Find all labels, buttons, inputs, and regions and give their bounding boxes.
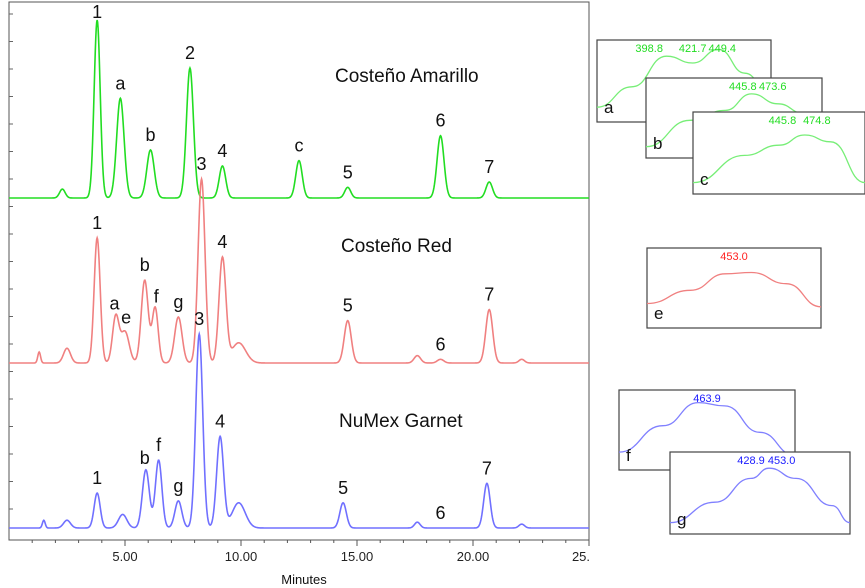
inset-label: g — [677, 510, 686, 529]
inset-wavelength: 421.7 — [679, 43, 707, 55]
peak-label: 3 — [197, 154, 207, 174]
peak-label: 3 — [194, 309, 204, 329]
inset-wavelength: 445.8 — [769, 115, 797, 127]
x-tick-label: 15.00 — [341, 549, 374, 564]
inset-wavelength: 428.9 — [737, 455, 765, 467]
inset-wavelength: 463.9 — [693, 393, 721, 405]
peak-label: 4 — [215, 411, 225, 431]
peak-label: 2 — [185, 43, 195, 63]
inset-e: 453.0 e — [646, 247, 822, 329]
peak-label: 4 — [217, 232, 227, 252]
peak-label: 5 — [343, 162, 353, 182]
peak-label: f — [156, 435, 162, 455]
inset-frame — [669, 451, 851, 535]
inset-wavelength: 453.0 — [768, 455, 796, 467]
inset-wavelength: 398.8 — [635, 43, 663, 55]
inset-spectrum-curve — [618, 401, 796, 457]
peak-label: a — [115, 73, 126, 93]
inset-wavelength: 445.8 — [729, 81, 757, 93]
x-tick-label: 5.00 — [112, 549, 137, 564]
peak-label: f — [154, 286, 160, 306]
peak-label: 7 — [484, 157, 494, 177]
peak-label: 7 — [484, 285, 494, 305]
peak-label: 6 — [436, 334, 446, 354]
inset-wavelength: 474.8 — [803, 115, 831, 127]
inset-spectrum-curve — [692, 134, 865, 184]
series-name-red: Costeño Red — [341, 236, 452, 257]
peak-label: b — [140, 255, 150, 275]
inset-g: 428.9 453.0 g — [669, 451, 851, 535]
peak-label: g — [173, 476, 183, 496]
inset-spectrum-curve — [646, 271, 822, 308]
peak-label: e — [121, 308, 131, 328]
series-name-amarillo: Costeño Amarillo — [335, 66, 479, 87]
peak-label: 5 — [343, 296, 353, 316]
peak-label: 1 — [92, 213, 102, 233]
inset-c: 445.8 474.8 c — [692, 111, 865, 195]
inset-wavelength: 473.6 — [759, 81, 787, 93]
inset-label: e — [654, 304, 663, 323]
inset-spectrum-curve — [596, 48, 772, 108]
series-name-garnet: NuMex Garnet — [339, 411, 463, 432]
inset-label: b — [653, 134, 662, 153]
inset-wavelength: 453.0 — [720, 251, 748, 263]
inset-label: c — [700, 170, 709, 189]
chromatogram-traces — [9, 19, 589, 529]
peak-label: 6 — [436, 111, 446, 131]
y-axis-ticks — [9, 13, 13, 510]
inset-frame — [692, 111, 865, 195]
inset-label: a — [604, 98, 614, 117]
trace-2 — [9, 330, 589, 529]
x-tick-label: 25. — [572, 549, 590, 564]
plot-frame — [8, 1, 590, 541]
peak-label: 6 — [436, 503, 446, 523]
x-axis: 5.00 10.00 15.00 20.00 25. — [31, 540, 590, 564]
inset-wavelength: 449.4 — [709, 43, 737, 55]
x-tick-label: 20.00 — [457, 549, 490, 564]
x-tick-label: 10.00 — [225, 549, 258, 564]
peak-label: 4 — [217, 141, 227, 161]
trace-1 — [9, 176, 589, 364]
peak-label: b — [146, 125, 156, 145]
peak-label: a — [110, 293, 121, 313]
peak-label: g — [173, 292, 183, 312]
peak-label: 7 — [482, 458, 492, 478]
inset-label: f — [626, 446, 631, 465]
peak-label: 5 — [338, 478, 348, 498]
peak-label: 1 — [92, 468, 102, 488]
peak-label: 1 — [92, 2, 102, 22]
peak-label: b — [140, 448, 150, 468]
inset-spectrum-curve — [669, 467, 851, 524]
x-axis-label: Minutes — [281, 572, 327, 587]
peak-label: c — [295, 136, 304, 156]
inset-frame — [646, 247, 822, 329]
trace-0 — [9, 19, 589, 199]
